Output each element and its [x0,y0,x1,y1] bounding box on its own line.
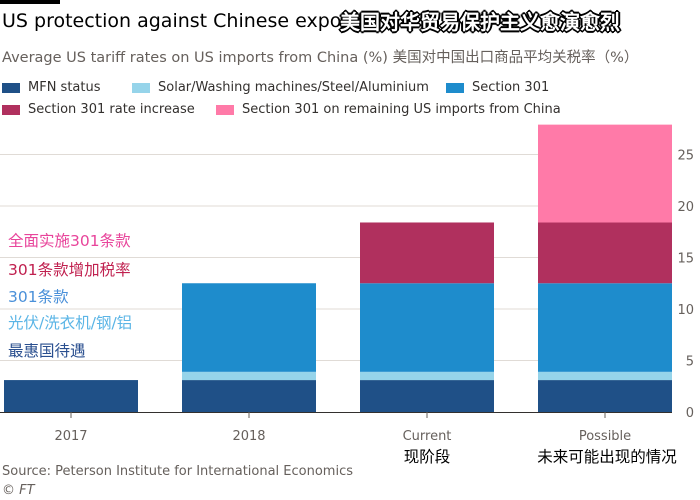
legend-item-mfn: MFN status [2,80,101,95]
legend-label: Section 301 on remaining US imports from… [242,102,561,117]
bar-segment [538,371,672,381]
x-tick-sublabel: 现阶段 [404,448,451,466]
bar-segment [360,371,494,381]
annotation-full-301: 全面实施301条款 [8,232,131,250]
bar-segment [182,283,316,372]
chart-title: US protection against Chinese export [2,10,357,32]
bar-segment [538,222,672,284]
y-tick-label: 5 [686,355,694,370]
x-tick-label: 2017 [54,429,87,444]
x-tick-label: Possible [579,429,631,444]
annotation-mfn: 最惠国待遇 [8,342,86,360]
legend-label: Section 301 rate increase [28,102,195,117]
bar-segment [182,371,316,381]
legend-label: Solar/Washing machines/Steel/Aluminium [158,80,429,95]
bar-segment [538,380,672,412]
bar-segment [360,380,494,412]
bar-segment [182,380,316,412]
ft-credit: © FT [2,483,35,498]
legend-swatch [446,82,464,93]
legend-swatch [2,82,20,93]
chinese-title-overlay: 美国对华贸易保护主义愈演愈烈 [340,10,620,34]
bar-segment [538,124,672,223]
x-tick-label: 2018 [232,429,265,444]
legend-label: MFN status [28,80,101,95]
annotation-301: 301条款 [8,288,69,306]
bar-segment [538,283,672,372]
legend-swatch [216,104,234,115]
legend-item-section-301: Section 301 [446,80,549,95]
y-tick-label: 25 [677,149,694,164]
legend-swatch [132,82,150,93]
source-note: Source: Peterson Institute for Internati… [2,464,354,479]
y-tick-label: 10 [677,303,694,318]
x-tick-sublabel: 未来可能出现的情况 [537,448,677,466]
legend-swatch [2,104,20,115]
bar-segment [360,222,494,284]
bar-segment [4,380,138,412]
legend-item-301-increase: Section 301 rate increase [2,102,195,117]
bar-segment [360,283,494,372]
brand-bar [0,0,60,4]
legend: MFN status Solar/Washing machines/Steel/… [0,78,700,122]
x-tick-label: Current [403,429,452,444]
legend-item-solar-steel: Solar/Washing machines/Steel/Aluminium [132,80,429,95]
chart-subtitle: Average US tariff rates on US imports fr… [2,50,639,66]
annotation-301-increase: 301条款增加税率 [8,261,131,279]
legend-item-301-remaining: Section 301 on remaining US imports from… [216,102,561,117]
y-tick-label: 20 [677,200,694,215]
legend-label: Section 301 [472,80,550,95]
y-tick-label: 0 [686,406,694,421]
y-tick-label: 15 [677,252,694,267]
annotation-solar-steel: 光伏/洗衣机/钢/铝 [8,314,133,332]
